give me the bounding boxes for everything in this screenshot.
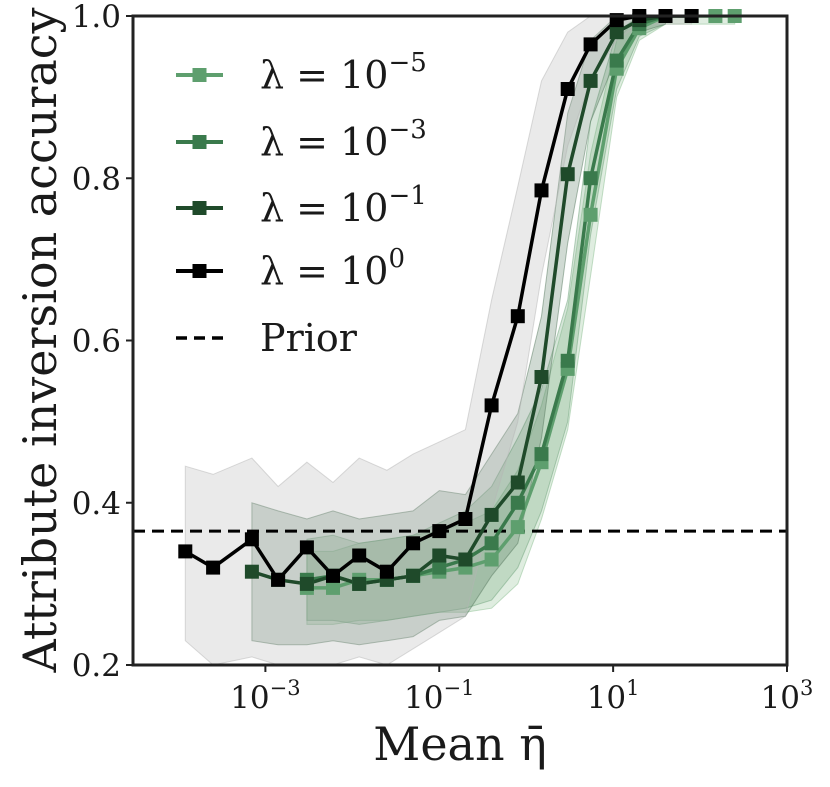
marker-series-2-point-12 — [583, 171, 598, 186]
marker-series-4-point-13 — [510, 309, 525, 324]
marker-series-3-point-13 — [560, 167, 575, 182]
marker-series-3-point-3 — [299, 576, 314, 591]
marker-series-4-point-7 — [352, 548, 367, 563]
marker-series-4-point-15 — [560, 82, 575, 96]
x-tick-label: 10−3 — [230, 676, 300, 716]
y-axis-ticks: 0.2 0.4 0.6 0.8 1.0 — [72, 0, 133, 684]
marker-series-1-point-12 — [583, 207, 598, 222]
legend-marker-series-2 — [192, 135, 207, 149]
y-tick-label: 1.0 — [72, 0, 121, 35]
marker-series-4-point-4 — [271, 572, 286, 587]
marker-series-2-point-9 — [510, 495, 525, 510]
marker-series-4-point-11 — [458, 512, 473, 526]
x-tick-label: 103 — [761, 676, 814, 716]
marker-series-4-point-12 — [484, 398, 499, 413]
marker-series-1-point-9 — [510, 520, 525, 535]
marker-series-4-point-9 — [406, 536, 421, 551]
y-tick-label: 0.4 — [72, 486, 121, 522]
marker-series-4-point-14 — [534, 183, 549, 198]
marker-series-2-point-10 — [534, 447, 549, 462]
legend-marker-series-4 — [192, 264, 207, 278]
x-axis-ticks: 10−3 10−1 101 103 — [230, 665, 813, 716]
marker-series-3-point-15 — [609, 25, 624, 40]
marker-series-4-point-16 — [583, 37, 598, 52]
marker-series-3-point-12 — [534, 370, 549, 384]
legend-marker-series-1 — [192, 68, 207, 82]
marker-series-2-point-6 — [432, 560, 447, 575]
marker-series-4-point-8 — [379, 564, 394, 579]
marker-series-2-point-11 — [560, 353, 575, 368]
legend-label-series-2: λ = 10−3 — [260, 115, 427, 164]
marker-series-2-point-13 — [609, 53, 624, 68]
marker-series-4-point-1 — [178, 544, 193, 559]
marker-series-4-point-3 — [244, 532, 259, 547]
legend: λ = 10−5 λ = 10−3 λ = 10−1 λ = 100 Prior — [176, 48, 427, 360]
marker-series-1-point-2 — [326, 580, 340, 595]
marker-series-3-point-1 — [244, 564, 259, 579]
y-tick-label: 0.2 — [72, 648, 121, 684]
series-markers — [178, 9, 742, 595]
legend-label-series-4: λ = 100 — [260, 244, 405, 293]
marker-series-3-point-8 — [432, 548, 447, 563]
marker-series-3-point-11 — [510, 475, 525, 490]
x-tick-label: 101 — [587, 676, 640, 716]
legend-label-series-3: λ = 10−1 — [260, 181, 427, 230]
x-axis-title: Mean η̄ — [373, 717, 547, 771]
marker-series-1-point-8 — [484, 552, 499, 567]
y-tick-label: 0.6 — [72, 324, 121, 360]
legend-label-series-1: λ = 10−5 — [260, 48, 427, 97]
marker-series-3-point-7 — [406, 568, 421, 583]
marker-series-4-point-2 — [206, 560, 221, 575]
band-series-4 — [184, 16, 693, 665]
marker-series-4-point-10 — [432, 524, 447, 539]
legend-marker-series-3 — [192, 201, 207, 215]
marker-series-3-point-14 — [583, 73, 598, 88]
marker-series-4-point-6 — [326, 568, 340, 583]
y-axis-title: Attribute inversion accuracy — [13, 7, 67, 673]
y-tick-label: 0.8 — [72, 161, 121, 197]
marker-series-3-point-10 — [484, 507, 499, 522]
marker-series-4-point-5 — [299, 540, 314, 555]
marker-series-3-point-5 — [352, 576, 367, 591]
marker-series-3-point-9 — [458, 552, 473, 567]
marker-series-2-point-8 — [484, 536, 499, 551]
legend-label-prior: Prior — [260, 316, 358, 360]
x-tick-label: 10−1 — [404, 676, 474, 716]
